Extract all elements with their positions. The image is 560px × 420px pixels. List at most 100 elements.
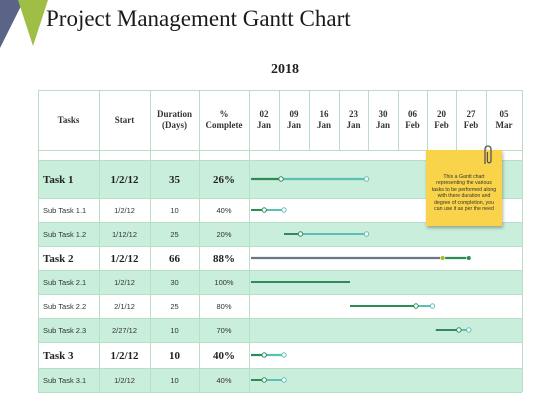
end-marker (466, 255, 472, 261)
task-duration: 66 (169, 252, 180, 265)
task-name: Sub Task 3.1 (43, 376, 87, 385)
progress-marker (261, 377, 267, 383)
task-complete: 80% (216, 302, 232, 311)
grid-line (456, 90, 457, 150)
grid-line (309, 90, 310, 150)
date-header-day: 20 (437, 109, 446, 119)
task-complete: 40% (213, 349, 235, 362)
task-name: Sub Task 2.1 (43, 278, 87, 287)
grid-line (486, 90, 487, 150)
column-header-start: Start (99, 90, 150, 150)
date-header-month: Jan (346, 120, 361, 130)
task-name: Task 1 (43, 173, 74, 186)
date-header-day: 27 (466, 109, 476, 119)
task-name: Sub Task 1.2 (43, 230, 87, 239)
task-duration: 10 (170, 326, 179, 335)
task-name: Sub Task 2.2 (43, 302, 87, 311)
progress-marker (278, 176, 284, 182)
page-title: Project Management Gantt Chart (46, 6, 351, 31)
date-header-day: 05 (499, 109, 509, 119)
column-header-start-label: Start (114, 114, 135, 125)
task-duration: 10 (170, 376, 179, 385)
date-header-month: Jan (286, 120, 301, 130)
date-header-month: Jan (316, 120, 331, 130)
progress-marker (297, 231, 304, 237)
column-header-duration: Duration (Days) (150, 90, 199, 150)
sticky-note-text: This a Gantt chart representing the vari… (431, 174, 497, 213)
grid-line (249, 90, 250, 392)
table-row: Task 3 1/2/12 10 40% (38, 342, 522, 368)
date-header: 06 Feb (398, 90, 427, 150)
task-duration: 25 (170, 302, 179, 311)
task-duration: 35 (169, 173, 180, 186)
task-start: 1/12/12 (111, 230, 138, 239)
date-header-month: Feb (434, 120, 449, 130)
grid-line (38, 90, 39, 392)
date-header: 05 Mar (486, 90, 522, 150)
table-row: Sub Task 2.2 2/1/12 25 80% (38, 294, 522, 318)
progress-marker (261, 207, 267, 213)
column-header-tasks-label: Tasks (57, 114, 80, 125)
task-start: 2/1/12 (114, 302, 135, 311)
date-header: 23 Jan (339, 90, 368, 150)
task-name: Sub Task 2.3 (43, 326, 87, 335)
date-header-month: Feb (463, 120, 479, 130)
column-header-complete: % Complete (199, 90, 249, 150)
date-header-day: 09 (289, 109, 299, 119)
task-complete: 40% (216, 206, 232, 215)
task-start: 1/2/12 (110, 252, 139, 265)
end-marker (466, 327, 472, 333)
date-header: 20 Feb (427, 90, 456, 150)
date-header-day: 23 (348, 109, 358, 119)
date-header-month: Jan (256, 120, 271, 130)
task-duration: 25 (170, 230, 179, 239)
grid-line (150, 90, 151, 392)
task-complete: 26% (213, 173, 235, 186)
table-row: Sub Task 1.2 1/12/12 25 20% (38, 222, 522, 246)
progress-marker (440, 255, 446, 261)
task-name: Task 3 (43, 349, 74, 362)
progress-marker (413, 303, 419, 309)
task-complete: 88% (213, 252, 235, 265)
task-duration: 10 (169, 349, 180, 362)
grid-line (99, 90, 100, 392)
end-marker (363, 176, 370, 182)
date-header-month: Mar (495, 120, 513, 130)
task-name: Sub Task 1.1 (43, 206, 87, 215)
column-header-complete-line1: % (219, 109, 229, 119)
progress-marker (456, 327, 462, 333)
grid-line (339, 90, 340, 150)
date-header: 30 Jan (368, 90, 398, 150)
paperclip-icon (484, 145, 492, 164)
column-header-tasks: Tasks (38, 90, 99, 150)
table-row: Sub Task 1.1 1/2/12 10 40% (38, 198, 522, 222)
task-complete: 40% (216, 376, 232, 385)
progress-marker (261, 352, 267, 358)
date-header: 16 Jan (309, 90, 339, 150)
task-start: 1/2/12 (114, 376, 135, 385)
task-start: 2/27/12 (111, 326, 138, 335)
date-header-day: 06 (408, 109, 417, 119)
grid-line (38, 90, 522, 91)
year-label: 2018 (271, 62, 299, 77)
grid-line (279, 90, 280, 150)
end-marker (281, 352, 287, 358)
column-header-duration-line1: Duration (156, 109, 192, 119)
corner-decoration-green (18, 0, 48, 46)
grid-line (427, 90, 428, 150)
task-start: 1/2/12 (114, 278, 135, 287)
grid-line (398, 90, 399, 150)
task-complete: 20% (216, 230, 232, 239)
task-start: 1/2/12 (110, 349, 139, 362)
date-header-day: 16 (319, 109, 329, 119)
task-complete: 100% (214, 278, 234, 287)
grid-line (199, 90, 200, 392)
task-duration: 10 (170, 206, 179, 215)
task-duration: 30 (170, 278, 179, 287)
grid-line (522, 90, 523, 392)
task-name: Task 2 (43, 252, 74, 265)
end-marker (281, 207, 287, 213)
column-header-complete-line2: Complete (205, 120, 243, 130)
end-marker (281, 377, 287, 383)
grid-line (368, 90, 369, 150)
